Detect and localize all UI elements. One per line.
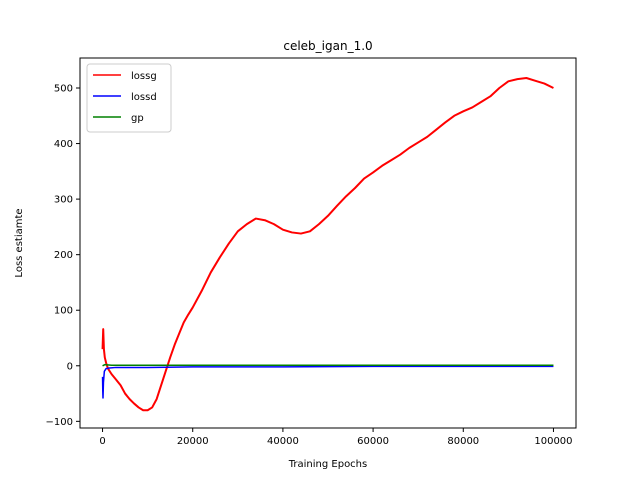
legend-box (86, 63, 172, 133)
y-tick-label: 300 (54, 195, 73, 206)
x-axis-ticks: 0 20000 40000 60000 80000 100000 (99, 428, 573, 447)
legend-label-gp: gp (131, 113, 144, 124)
x-axis-label: Training Epochs (288, 459, 367, 470)
legend-items: lossg lossd gp (93, 71, 157, 124)
legend: lossg lossd gp (86, 63, 172, 133)
x-tick-label: 100000 (534, 436, 572, 447)
series-layer (101, 77, 554, 412)
x-tick-label: 80000 (447, 436, 479, 447)
y-tick-label: 200 (54, 250, 73, 261)
y-axis-ticks: −100 0 100 200 300 400 500 (46, 84, 80, 428)
x-tick-label: 40000 (267, 436, 299, 447)
y-tick-label: 500 (54, 84, 73, 95)
y-tick-label: 100 (54, 306, 73, 317)
series-line-lossg (101, 77, 554, 412)
legend-label-lossd: lossd (131, 92, 157, 103)
chart-title: celeb_igan_1.0 (283, 39, 372, 53)
series-line-gp (102, 363, 554, 367)
y-axis-label: Loss estiamte (14, 208, 25, 277)
y-tick-label: 400 (54, 139, 73, 150)
y-tick-label: 0 (67, 361, 73, 372)
x-tick-label: 20000 (177, 436, 209, 447)
x-tick-label: 60000 (357, 436, 389, 447)
x-tick-label: 0 (99, 436, 105, 447)
legend-label-lossg: lossg (131, 71, 157, 82)
series-line-lossd (101, 365, 554, 399)
y-tick-label: −100 (46, 417, 73, 428)
plot-frame (79, 57, 577, 429)
